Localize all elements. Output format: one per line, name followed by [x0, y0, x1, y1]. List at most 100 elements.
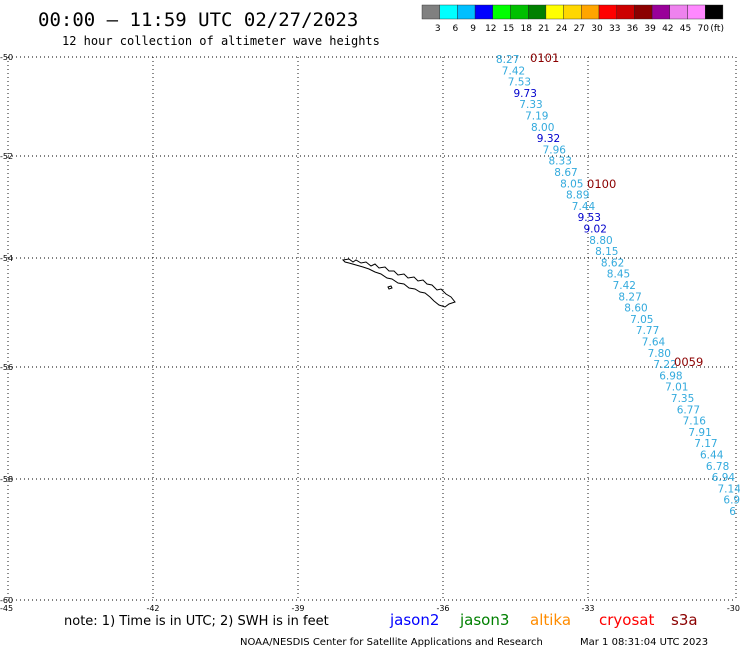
- swh-value: 8.67: [554, 167, 577, 179]
- swh-value: 8.80: [589, 235, 612, 247]
- swh-value: 8.33: [549, 156, 572, 168]
- lon-tick-label: -39: [291, 604, 304, 613]
- swh-value: 7.64: [642, 337, 666, 349]
- legend-label: 33: [609, 24, 620, 34]
- satellite-name: jason3: [459, 611, 509, 629]
- swh-value: 7.44: [572, 201, 596, 213]
- map-title: 00:00 – 11:59 UTC 02/27/2023: [38, 9, 358, 31]
- lat-tick-label: -54: [0, 254, 13, 263]
- swh-value: 7.01: [665, 382, 688, 394]
- swh-value: 7.42: [613, 280, 636, 292]
- swh-value: 7.05: [630, 314, 653, 326]
- legend-swatch: [616, 4, 635, 20]
- swh-value: 7.14: [718, 483, 740, 495]
- south-georgia-island: [341, 258, 456, 308]
- swh-value: 9.02: [584, 224, 607, 236]
- legend-swatch: [457, 4, 476, 20]
- lat-tick-label: -52: [0, 152, 13, 161]
- legend-label: 9: [470, 24, 476, 34]
- lat-tick-label: -50: [0, 53, 13, 62]
- satellite-name: s3a: [671, 611, 698, 629]
- map-subtitle: 12 hour collection of altimeter wave hei…: [62, 34, 380, 48]
- pass-time-label: 0059: [674, 355, 703, 369]
- swh-value: 7.80: [648, 348, 671, 360]
- lat-tick-label: -56: [0, 363, 13, 372]
- swh-value: 7.91: [688, 427, 711, 439]
- swh-value: 6.94: [712, 472, 736, 484]
- legend-swatch: [421, 4, 440, 20]
- swh-value: 6.77: [677, 404, 700, 416]
- legend-swatch: [563, 4, 582, 20]
- map-grid: [7, 56, 737, 601]
- legend-label: 24: [556, 24, 568, 34]
- swh-value: 7.77: [636, 325, 659, 337]
- timestamp: Mar 1 08:31:04 UTC 2023: [580, 637, 708, 648]
- swh-value: 7.35: [671, 393, 694, 405]
- legend-label: 70: [697, 24, 709, 34]
- lat-tick-label: -58: [0, 475, 13, 484]
- legend-label: 12: [485, 24, 496, 34]
- legend-swatch: [439, 4, 458, 20]
- swh-value: 8.60: [624, 303, 647, 315]
- lon-tick-label: -30: [727, 604, 740, 613]
- legend-label: 15: [503, 24, 514, 34]
- legend-label: 3: [435, 24, 441, 34]
- swh-value: 6: [729, 506, 736, 518]
- lon-tick-label: -45: [0, 604, 13, 613]
- units-note: note: 1) Time is in UTC; 2) SWH is in fe…: [64, 614, 329, 629]
- swh-value: 7.53: [508, 77, 531, 89]
- swh-value: 7.17: [694, 438, 717, 450]
- legend-swatch: [581, 4, 600, 20]
- pass-time-labels: 0101 0100 0059: [530, 51, 703, 369]
- lat-tick-label: -60: [0, 596, 13, 605]
- swh-value: 6.78: [706, 461, 729, 473]
- swh-value: 9.32: [537, 133, 560, 145]
- legend-swatch: [651, 4, 670, 20]
- longitude-axis: -45 -42 -39 -36 -33 -30: [0, 604, 740, 613]
- swh-value: 9.73: [514, 88, 537, 100]
- legend-swatch: [705, 4, 724, 20]
- satellite-name: jason2: [389, 611, 439, 629]
- legend-swatch: [669, 4, 688, 20]
- latitude-axis: -50 -52 -54 -56 -58 -60: [0, 53, 13, 605]
- legend-label: 21: [538, 24, 549, 34]
- legend-swatch: [474, 4, 494, 20]
- legend-swatch: [492, 4, 511, 20]
- legend-swatch: [598, 4, 617, 20]
- pass-time-label: 0100: [587, 177, 616, 191]
- swh-value: 7.19: [525, 111, 548, 123]
- legend-label: 36: [627, 24, 639, 34]
- swh-value: 6.44: [700, 450, 724, 462]
- swh-value: 7.22: [653, 359, 676, 371]
- pass-time-label: 0101: [530, 51, 559, 65]
- lon-tick-label: -42: [146, 604, 159, 613]
- legend-label: 30: [591, 24, 603, 34]
- swh-value: 8.27: [618, 291, 641, 303]
- lon-tick-label: -33: [581, 604, 594, 613]
- swh-value: 6.98: [659, 370, 682, 382]
- credit-text: NOAA/NESDIS Center for Satellite Applica…: [240, 637, 543, 648]
- lon-tick-label: -36: [436, 604, 449, 613]
- color-legend: 3 6 9 12 15 18 21 24 27 30 33 36 39 42 45 70 (ft): [421, 4, 724, 34]
- altimeter-observations: 8.277.427.539.737.337.198.009.327.968.33…: [496, 54, 740, 518]
- swh-value: 6.9: [723, 495, 740, 507]
- swh-value: 7.42: [502, 65, 525, 77]
- swh-value: 8.45: [607, 269, 630, 281]
- legend-label: 18: [520, 24, 532, 34]
- legend-label: 45: [680, 24, 691, 34]
- legend-label: (ft): [710, 24, 724, 34]
- swh-value: 9.53: [578, 212, 601, 224]
- swh-value: 8.00: [531, 122, 554, 134]
- swh-value: 7.96: [543, 144, 567, 156]
- legend-label: 27: [574, 24, 585, 34]
- swh-value: 8.62: [601, 257, 624, 269]
- legend-swatch: [510, 4, 529, 20]
- swh-value: 8.15: [595, 246, 618, 258]
- swh-value: 8.27: [496, 54, 519, 66]
- legend-swatch: [687, 4, 706, 20]
- legend-swatch: [634, 4, 653, 20]
- satellite-legend: jason2 jason3 altika cryosat s3a: [389, 611, 698, 629]
- satellite-name: cryosat: [599, 611, 654, 629]
- satellite-name: altika: [530, 611, 571, 629]
